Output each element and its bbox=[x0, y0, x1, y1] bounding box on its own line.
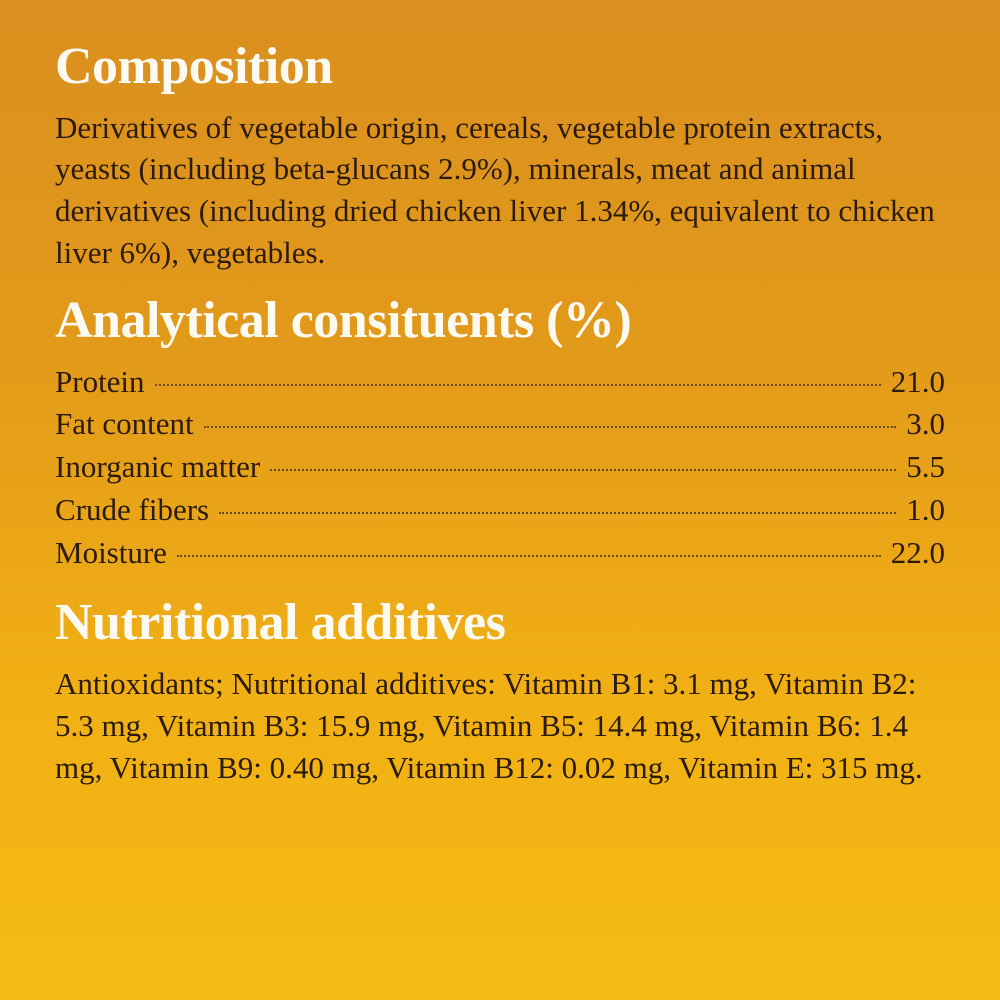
dot-leader bbox=[155, 384, 881, 386]
analytical-heading: Analytical consituents (%) bbox=[55, 294, 945, 349]
analytical-row: Inorganic matter 5.5 bbox=[55, 446, 945, 489]
composition-section: Composition Derivatives of vegetable ori… bbox=[55, 40, 945, 274]
dot-leader bbox=[219, 512, 896, 514]
analytical-row: Fat content 3.0 bbox=[55, 403, 945, 446]
composition-heading: Composition bbox=[55, 40, 945, 95]
dot-leader bbox=[177, 555, 881, 557]
analytical-row-value: 21.0 bbox=[885, 361, 945, 404]
dot-leader bbox=[270, 469, 896, 471]
analytical-row: Crude fibers 1.0 bbox=[55, 489, 945, 532]
analytical-rows: Protein 21.0 Fat content 3.0 Inorganic m… bbox=[55, 361, 945, 575]
additives-heading: Nutritional additives bbox=[55, 596, 945, 651]
analytical-row-label: Fat content bbox=[55, 403, 200, 446]
analytical-row-label: Inorganic matter bbox=[55, 446, 266, 489]
dot-leader bbox=[204, 426, 897, 428]
analytical-row-value: 3.0 bbox=[900, 403, 945, 446]
analytical-row-label: Protein bbox=[55, 361, 151, 404]
analytical-row: Moisture 22.0 bbox=[55, 532, 945, 575]
analytical-row-value: 5.5 bbox=[900, 446, 945, 489]
analytical-section: Analytical consituents (%) Protein 21.0 … bbox=[55, 294, 945, 574]
additives-section: Nutritional additives Antioxidants; Nutr… bbox=[55, 596, 945, 788]
analytical-row-label: Crude fibers bbox=[55, 489, 215, 532]
additives-text: Antioxidants; Nutritional additives: Vit… bbox=[55, 663, 945, 789]
analytical-row-value: 1.0 bbox=[900, 489, 945, 532]
analytical-row-label: Moisture bbox=[55, 532, 173, 575]
analytical-row: Protein 21.0 bbox=[55, 361, 945, 404]
analytical-row-value: 22.0 bbox=[885, 532, 945, 575]
composition-text: Derivatives of vegetable origin, cereals… bbox=[55, 107, 945, 274]
